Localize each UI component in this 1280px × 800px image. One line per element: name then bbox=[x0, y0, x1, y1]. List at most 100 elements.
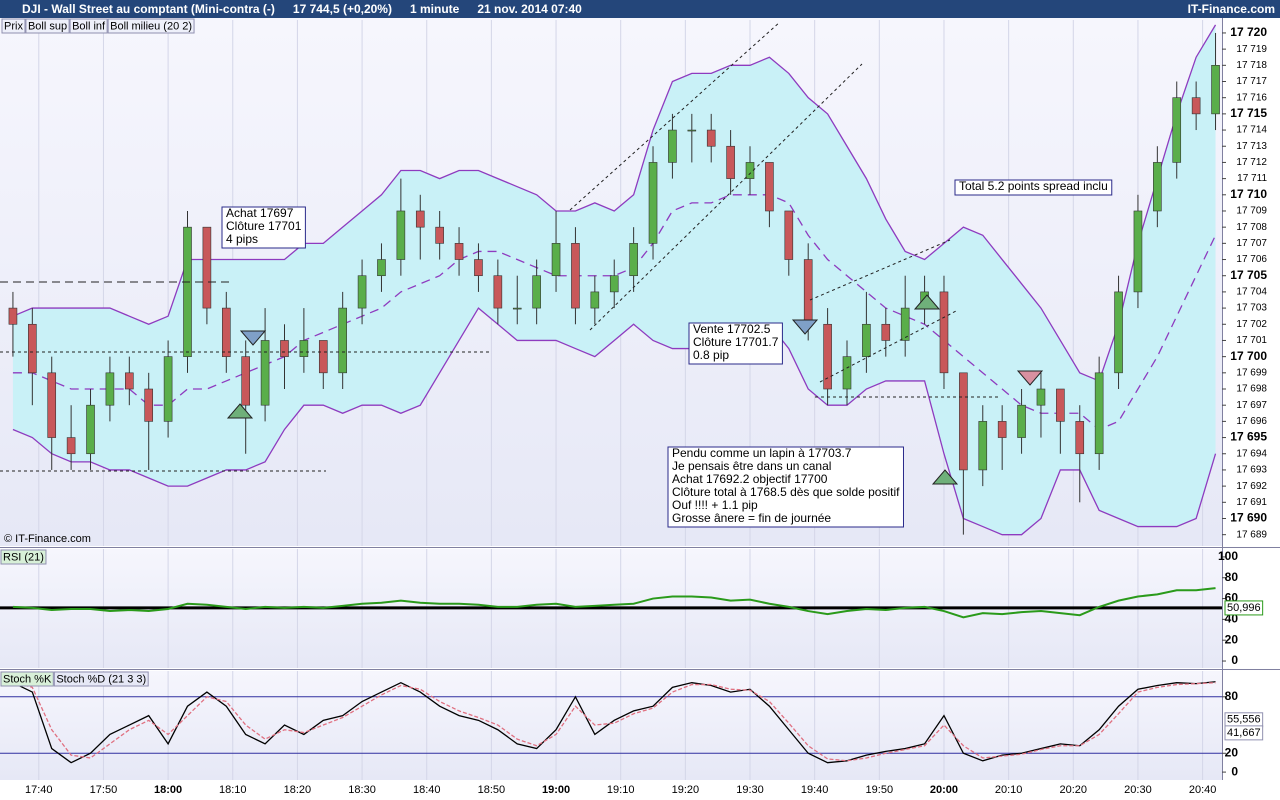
candle-body bbox=[803, 259, 813, 325]
y-tick-label: 17 700 bbox=[1230, 349, 1267, 363]
candle-body bbox=[66, 437, 76, 455]
x-tick-label: 18:40 bbox=[413, 784, 441, 796]
candle-body bbox=[823, 323, 832, 390]
y-tick-label: 80 bbox=[1225, 570, 1239, 584]
x-tick-label: 18:00 bbox=[154, 784, 182, 796]
series-line bbox=[12, 587, 1216, 619]
credit: © IT-Finance.com bbox=[4, 533, 91, 545]
buy-marker bbox=[931, 469, 959, 485]
legend-box bbox=[0, 549, 47, 565]
y-tick-label: 17 698 bbox=[1236, 384, 1267, 395]
annotation-text: 0.8 pip bbox=[693, 348, 729, 362]
annotation-box bbox=[221, 206, 306, 249]
candle-body bbox=[1211, 65, 1220, 115]
candle-body bbox=[1056, 388, 1065, 422]
x-tick-label: 20:40 bbox=[1189, 784, 1217, 796]
trend-line bbox=[569, 21, 781, 211]
y-tick-label: 17 701 bbox=[1236, 335, 1267, 346]
y-tick-label: 17 704 bbox=[1236, 287, 1267, 298]
header-interval: 1 minute bbox=[410, 2, 460, 16]
candle-body bbox=[396, 210, 406, 260]
trend-line bbox=[809, 239, 951, 301]
x-tick-label: 18:20 bbox=[284, 784, 312, 796]
candle-body bbox=[726, 145, 735, 179]
annotation-text: Ouf !!!! + 1.1 pip bbox=[672, 498, 758, 512]
legend-label: RSI (21) bbox=[3, 551, 44, 563]
legend-box bbox=[53, 671, 149, 687]
candle-body bbox=[202, 226, 212, 309]
candle-body bbox=[1075, 421, 1085, 455]
trend-line bbox=[819, 309, 959, 383]
y-tick-label: 17 689 bbox=[1236, 529, 1267, 540]
legend-label: Boll milieu (20 2) bbox=[110, 20, 192, 32]
legend-box bbox=[107, 18, 195, 34]
x-tick-label: 18:30 bbox=[348, 784, 376, 796]
legend-label: Stoch %K bbox=[3, 673, 52, 685]
annotation-box bbox=[954, 179, 1113, 196]
candle-body bbox=[1153, 162, 1162, 212]
x-tick-label: 19:40 bbox=[801, 784, 829, 796]
candle-body bbox=[221, 307, 231, 357]
y-tick-label: 20 bbox=[1225, 632, 1239, 646]
candle-body bbox=[939, 291, 949, 374]
candle-body bbox=[959, 372, 968, 471]
candle-body bbox=[241, 356, 250, 406]
candle-body bbox=[299, 340, 309, 357]
x-tick-label: 17:50 bbox=[90, 784, 118, 796]
candle-body bbox=[86, 404, 95, 455]
annotation-box bbox=[688, 322, 783, 365]
bollinger-line bbox=[12, 24, 1217, 382]
candle-body bbox=[493, 275, 503, 309]
value-label: 41,667 bbox=[1227, 727, 1261, 739]
candle-body bbox=[862, 323, 871, 357]
y-tick-label: 17 706 bbox=[1236, 254, 1267, 265]
buy-marker bbox=[913, 294, 941, 310]
x-tick-label: 17:40 bbox=[25, 784, 53, 796]
candle-body bbox=[668, 129, 677, 163]
y-tick-label: 17 705 bbox=[1230, 268, 1267, 282]
candle-body bbox=[183, 226, 192, 357]
y-tick-label: 17 718 bbox=[1236, 60, 1267, 71]
y-tick-label: 17 702 bbox=[1236, 319, 1267, 330]
y-tick-label: 17 708 bbox=[1236, 222, 1267, 233]
candle-body bbox=[474, 259, 483, 277]
annotation: Total 5.2 points spread inclu bbox=[954, 179, 1113, 196]
annotation-text: Clôture 17701 bbox=[226, 219, 302, 233]
candle-body bbox=[512, 307, 522, 310]
legend-box bbox=[1, 18, 26, 34]
candle-body bbox=[1133, 210, 1143, 293]
annotation-text: Achat 17692.2 objectif 17700 bbox=[672, 472, 828, 486]
candle-body bbox=[745, 162, 755, 179]
annotation-text: Vente 17702.5 bbox=[693, 322, 771, 336]
series-line bbox=[12, 681, 1216, 762]
y-tick-label: 17 693 bbox=[1236, 465, 1267, 476]
candle-body bbox=[1172, 97, 1182, 163]
bollinger-line bbox=[12, 194, 1217, 431]
y-tick-label: 17 695 bbox=[1230, 430, 1267, 444]
annotation-text: Pendu comme un lapin à 17703.7 bbox=[672, 446, 852, 460]
bollinger-line bbox=[12, 307, 1217, 536]
x-tick-label: 20:20 bbox=[1060, 784, 1088, 796]
header-bar bbox=[0, 0, 1280, 18]
y-tick-label: 17 699 bbox=[1236, 367, 1267, 378]
y-tick-label: 17 710 bbox=[1230, 187, 1267, 201]
y-tick-label: 17 709 bbox=[1236, 206, 1267, 217]
annotation-box bbox=[667, 446, 904, 528]
y-tick-label: 17 713 bbox=[1236, 141, 1267, 152]
y-tick-label: 17 696 bbox=[1236, 416, 1267, 427]
candle-body bbox=[629, 243, 638, 277]
candle-body bbox=[318, 340, 328, 374]
y-tick-label: 17 715 bbox=[1230, 106, 1267, 120]
y-tick-label: 17 692 bbox=[1236, 481, 1267, 492]
x-tick-label: 19:30 bbox=[736, 784, 764, 796]
sell-marker bbox=[239, 330, 267, 346]
x-tick-label: 19:50 bbox=[866, 784, 894, 796]
annotation-text: Grosse ânere = fin de journée bbox=[672, 511, 831, 525]
legend-box bbox=[69, 18, 108, 34]
header-title: DJI - Wall Street au comptant (Mini-cont… bbox=[22, 2, 275, 16]
annotation-text: Total 5.2 points spread inclu bbox=[959, 179, 1108, 193]
drawings bbox=[0, 21, 1044, 485]
candle-body bbox=[551, 243, 561, 277]
candle-body bbox=[706, 129, 716, 147]
